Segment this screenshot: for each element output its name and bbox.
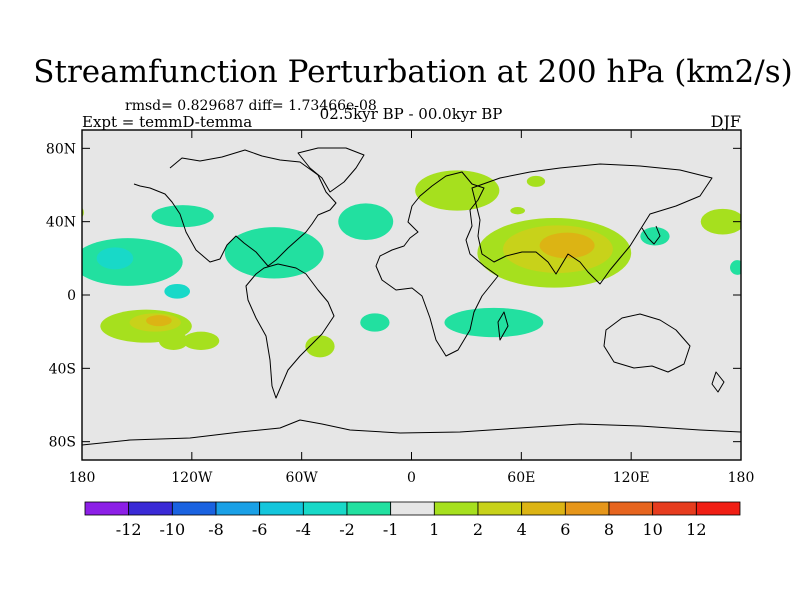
region-south-atlantic-negative bbox=[360, 313, 390, 332]
region-japan-negative bbox=[640, 227, 670, 246]
colorbar-label: 2 bbox=[473, 520, 483, 539]
region-north-atlantic-negative bbox=[338, 203, 394, 241]
y-tick-label: 80S bbox=[49, 435, 76, 451]
colorbar-label: -6 bbox=[252, 520, 268, 539]
colorbar-label: 1 bbox=[429, 520, 439, 539]
experiment-label: Expt = temmD-temma bbox=[82, 113, 252, 131]
colorbar-swatch bbox=[564, 501, 610, 516]
colorbar-label: 4 bbox=[517, 520, 527, 539]
region-south-america-positive bbox=[158, 331, 189, 351]
colorbar-swatch bbox=[84, 501, 130, 516]
anomaly-regions bbox=[82, 170, 741, 358]
region-south-pacific-positive-center bbox=[146, 315, 172, 327]
chart-title: Streamfunction Perturbation at 200 hPa (… bbox=[33, 54, 792, 90]
coastline-greenland bbox=[297, 147, 365, 193]
region-east-pacific-positive bbox=[182, 331, 220, 351]
colorbar-swatch bbox=[390, 501, 435, 516]
colorbar-swatch bbox=[259, 501, 304, 516]
coastline-new-zealand bbox=[711, 371, 725, 393]
coastline-north-america bbox=[133, 149, 337, 267]
coastline-australia bbox=[603, 313, 691, 373]
region-south-atlantic-positive bbox=[305, 335, 335, 358]
coastline-antarctica bbox=[82, 419, 741, 446]
colorbar-label: 8 bbox=[604, 520, 614, 539]
coastline-japan bbox=[641, 225, 661, 245]
colorbar-label: -10 bbox=[159, 520, 185, 539]
x-tick-label: 180 bbox=[69, 470, 96, 486]
stats-text: rmsd= 0.829687 diff= 1.73466e-08 bbox=[125, 98, 377, 114]
region-north-pacific-negative bbox=[151, 205, 214, 228]
x-tick-label: 120E bbox=[613, 470, 650, 486]
coastlines bbox=[82, 147, 741, 446]
x-tick-label: 180 bbox=[728, 470, 755, 486]
region-central-pacific-negative-core bbox=[164, 284, 191, 299]
colorbar-label: 6 bbox=[560, 520, 570, 539]
period-label: 02.5kyr BP - 00.0kyr BP bbox=[320, 105, 503, 123]
region-dateline-negative bbox=[730, 260, 741, 275]
colorbar-swatch bbox=[171, 501, 217, 516]
region-hawaii-negative-core bbox=[96, 247, 134, 270]
y-tick-label: 0 bbox=[67, 288, 76, 304]
colorbar-label: 12 bbox=[686, 520, 706, 539]
region-caribbean-negative bbox=[224, 227, 324, 279]
coastline-asia bbox=[471, 163, 713, 285]
colorbar-swatch bbox=[477, 501, 523, 516]
x-tick-label: 120W bbox=[171, 470, 213, 486]
x-tick-label: 0 bbox=[407, 470, 416, 486]
region-indian-ocean-negative bbox=[444, 307, 544, 338]
colorbar-swatch bbox=[695, 501, 741, 516]
region-europe-positive bbox=[415, 170, 500, 211]
y-tick-label: 40N bbox=[46, 215, 76, 231]
colorbar-label: -4 bbox=[296, 520, 312, 539]
x-tick-label: 60W bbox=[286, 470, 319, 486]
colorbar-swatch bbox=[608, 501, 654, 516]
colorbar-swatch bbox=[215, 501, 261, 516]
colorbar-swatch bbox=[652, 501, 697, 516]
coastline-europe-africa bbox=[375, 171, 499, 357]
colorbar-label: -8 bbox=[208, 520, 224, 539]
region-north-pacific-positive bbox=[700, 208, 741, 235]
colorbar-label: -1 bbox=[383, 520, 399, 539]
y-tick-label: 40S bbox=[49, 361, 76, 377]
colorbar-swatch bbox=[346, 501, 392, 516]
coastline-madagascar bbox=[497, 311, 509, 341]
colorbar-swatch bbox=[302, 501, 348, 516]
colorbar-swatch bbox=[433, 501, 479, 516]
coastline-south-america bbox=[245, 263, 335, 399]
region-asia-positive-center bbox=[539, 232, 595, 259]
colorbar-label: 10 bbox=[642, 520, 662, 539]
region-siberia-positive bbox=[526, 175, 546, 187]
season-label: DJF bbox=[711, 112, 741, 131]
x-tick-label: 60E bbox=[507, 470, 535, 486]
colorbar: -12 -10 -8 -6 -4 -2 -1 1 2 4 6 8 10 12 bbox=[84, 501, 741, 539]
colorbar-label: -2 bbox=[339, 520, 355, 539]
region-caspian-positive bbox=[510, 207, 525, 215]
colorbar-label: -12 bbox=[116, 520, 142, 539]
map-background bbox=[82, 130, 741, 460]
colorbar-swatch bbox=[128, 501, 173, 516]
colorbar-swatch bbox=[521, 501, 566, 516]
axis-ticks: 180 120W 60W 0 60E 120E 180 80N 40N 0 40S 80S bbox=[46, 130, 754, 486]
y-tick-label: 80N bbox=[46, 141, 76, 157]
